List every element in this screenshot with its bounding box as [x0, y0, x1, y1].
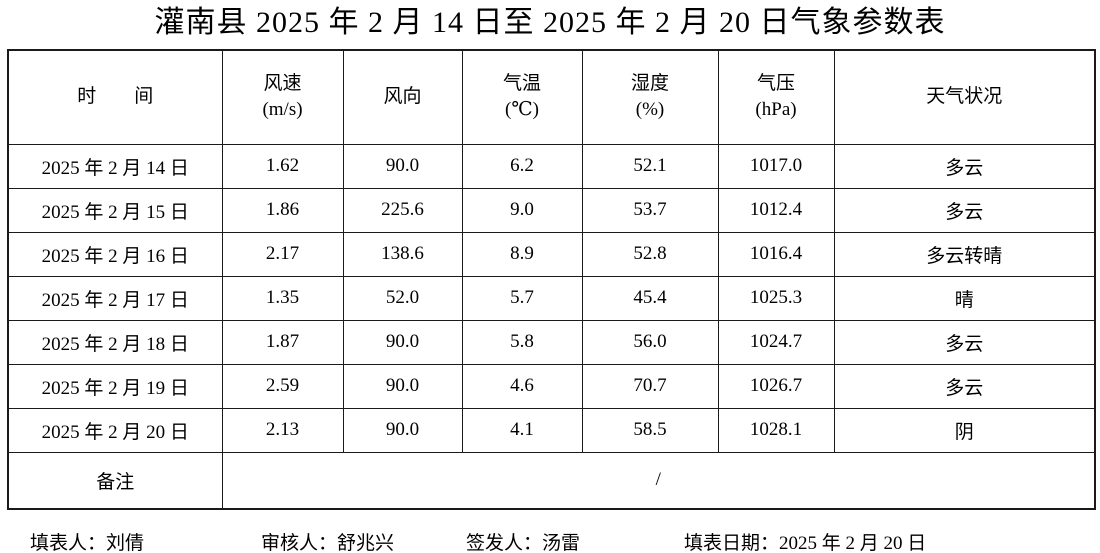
cell-pressure: 1024.7	[717, 319, 835, 365]
fill-date-label: 填表日期：	[684, 533, 780, 553]
cell-date: 2025 年 2 月 17 日	[7, 275, 223, 321]
page-title: 灌南县 2025 年 2 月 14 日至 2025 年 2 月 20 日气象参数…	[154, 6, 946, 39]
cell-weather: 多云	[833, 319, 1096, 365]
cell-weather: 多云	[833, 187, 1096, 233]
col-header-humidity: 湿度 (%)	[581, 49, 719, 145]
cell-humidity: 70.7	[581, 363, 719, 409]
col-header-pressure: 气压 (hPa)	[717, 49, 835, 145]
filler-name: 刘倩	[106, 533, 145, 553]
cell-humidity: 45.4	[581, 275, 719, 321]
table-row: 2025 年 2 月 19 日 2.59 90.0 4.6 70.7 1026.…	[7, 363, 1096, 409]
cell-wind-speed: 1.86	[221, 187, 344, 233]
cell-wind-speed: 2.59	[221, 363, 344, 409]
issuer-label: 签发人：	[466, 533, 543, 553]
cell-wind-direction: 138.6	[342, 231, 463, 277]
cell-pressure: 1016.4	[717, 231, 835, 277]
col-header-weather: 天气状况	[833, 49, 1096, 145]
cell-humidity: 53.7	[581, 187, 719, 233]
cell-temperature: 8.9	[461, 231, 583, 277]
cell-wind-speed: 1.35	[221, 275, 344, 321]
reviewer-name: 舒兆兴	[337, 533, 395, 553]
cell-wind-speed: 1.87	[221, 319, 344, 365]
signature-footer: 填表人：刘倩 审核人：舒兆兴 签发人：汤雷 填表日期：2025 年 2 月 20…	[0, 520, 1100, 553]
weather-report-page: 灌南县 2025 年 2 月 14 日至 2025 年 2 月 20 日气象参数…	[0, 4, 1100, 553]
cell-temperature: 6.2	[461, 143, 583, 189]
cell-wind-direction: 52.0	[342, 275, 463, 321]
cell-date: 2025 年 2 月 15 日	[7, 187, 223, 233]
fill-date: 填表日期：2025 年 2 月 20 日	[684, 528, 926, 553]
col-header-wind-speed-label: 风速	[263, 73, 302, 95]
cell-weather: 多云	[833, 363, 1096, 409]
issuer-signature: 签发人：汤雷	[466, 528, 580, 553]
cell-weather: 晴	[833, 275, 1096, 321]
cell-wind-speed: 2.17	[221, 231, 344, 277]
col-header-wind-speed-unit: (m/s)	[262, 99, 303, 121]
cell-temperature: 9.0	[461, 187, 583, 233]
cell-weather: 多云	[833, 143, 1096, 189]
fill-date-value: 2025 年 2 月 20 日	[779, 533, 927, 553]
col-header-temperature-unit: (℃)	[505, 99, 539, 121]
cell-temperature: 5.8	[461, 319, 583, 365]
cell-wind-speed: 2.13	[221, 407, 344, 453]
col-header-time-label: 时 间	[77, 86, 154, 108]
cell-temperature: 4.1	[461, 407, 583, 453]
cell-wind-direction: 90.0	[342, 319, 463, 365]
cell-wind-speed: 1.62	[221, 143, 344, 189]
table-row: 2025 年 2 月 17 日 1.35 52.0 5.7 45.4 1025.…	[7, 275, 1096, 321]
col-header-pressure-label: 气压	[756, 73, 795, 95]
cell-humidity: 56.0	[581, 319, 719, 365]
col-header-weather-label: 天气状况	[926, 86, 1003, 108]
col-header-temperature: 气温 (℃)	[461, 49, 583, 145]
cell-pressure: 1028.1	[717, 407, 835, 453]
table-header-row: 时 间 风速 (m/s) 风向 气温 (℃) 湿度 (%) 气压 (hPa)	[7, 49, 1096, 145]
cell-date: 2025 年 2 月 19 日	[7, 363, 223, 409]
issuer-name: 汤雷	[542, 533, 581, 553]
col-header-temperature-label: 气温	[502, 73, 541, 95]
cell-date: 2025 年 2 月 16 日	[7, 231, 223, 277]
cell-pressure: 1026.7	[717, 363, 835, 409]
col-header-wind-direction-label: 风向	[383, 86, 422, 108]
filler-signature: 填表人：刘倩	[30, 528, 144, 553]
cell-humidity: 52.8	[581, 231, 719, 277]
table-row: 2025 年 2 月 15 日 1.86 225.6 9.0 53.7 1012…	[7, 187, 1096, 233]
cell-date: 2025 年 2 月 20 日	[7, 407, 223, 453]
col-header-pressure-unit: (hPa)	[755, 99, 797, 121]
cell-humidity: 58.5	[581, 407, 719, 453]
cell-temperature: 4.6	[461, 363, 583, 409]
cell-pressure: 1025.3	[717, 275, 835, 321]
cell-weather: 多云转晴	[833, 231, 1096, 277]
col-header-wind-direction: 风向	[342, 49, 463, 145]
remark-value: /	[221, 451, 1096, 510]
cell-wind-direction: 90.0	[342, 143, 463, 189]
cell-wind-direction: 225.6	[342, 187, 463, 233]
reviewer-label: 审核人：	[261, 533, 338, 553]
table-row: 2025 年 2 月 20 日 2.13 90.0 4.1 58.5 1028.…	[7, 407, 1096, 453]
cell-wind-direction: 90.0	[342, 363, 463, 409]
col-header-time: 时 间	[7, 49, 223, 145]
filler-label: 填表人：	[30, 533, 107, 553]
cell-wind-direction: 90.0	[342, 407, 463, 453]
remark-label: 备注	[7, 451, 223, 510]
table-row: 2025 年 2 月 14 日 1.62 90.0 6.2 52.1 1017.…	[7, 143, 1096, 189]
cell-weather: 阴	[833, 407, 1096, 453]
cell-pressure: 1012.4	[717, 187, 835, 233]
col-header-humidity-unit: (%)	[635, 99, 665, 121]
reviewer-signature: 审核人：舒兆兴	[261, 528, 394, 553]
cell-humidity: 52.1	[581, 143, 719, 189]
cell-date: 2025 年 2 月 14 日	[7, 143, 223, 189]
cell-date: 2025 年 2 月 18 日	[7, 319, 223, 365]
weather-table: 时 间 风速 (m/s) 风向 气温 (℃) 湿度 (%) 气压 (hPa)	[7, 49, 1096, 510]
cell-pressure: 1017.0	[717, 143, 835, 189]
table-row: 2025 年 2 月 18 日 1.87 90.0 5.8 56.0 1024.…	[7, 319, 1096, 365]
table-row: 2025 年 2 月 16 日 2.17 138.6 8.9 52.8 1016…	[7, 231, 1096, 277]
remark-row: 备注 /	[7, 451, 1096, 510]
col-header-wind-speed: 风速 (m/s)	[221, 49, 344, 145]
col-header-humidity-label: 湿度	[630, 73, 669, 95]
cell-temperature: 5.7	[461, 275, 583, 321]
